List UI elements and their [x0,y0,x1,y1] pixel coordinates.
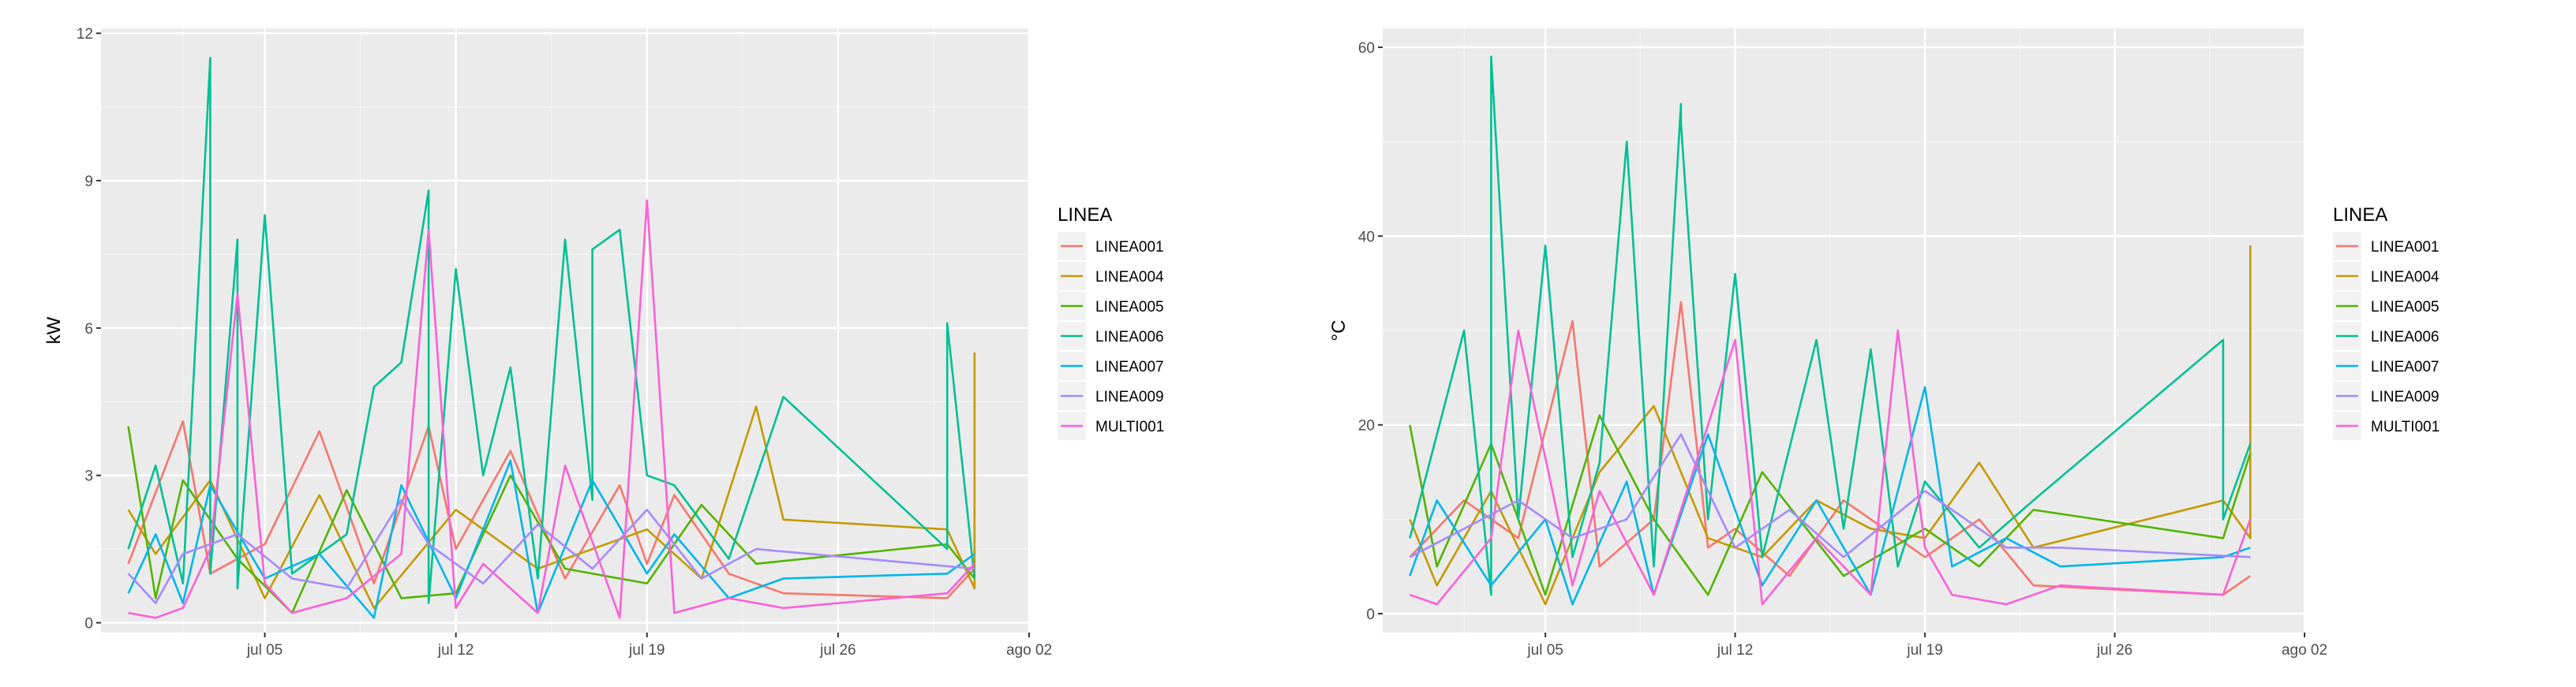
legend-label: MULTI001 [1095,419,1164,435]
x-tick-label: jul 05 [1526,642,1563,659]
y-tick-label: 60 [1358,40,1375,57]
x-tick-label: ago 02 [2282,642,2327,659]
series-line-multi001 [1409,329,2252,606]
temperature-line-chart: 0 20 40 60 jul 05 jul 12 jul 19 jul 26 ago 02 °C L… [1328,28,2439,659]
legend-label: LINEA007 [1095,359,1164,375]
x-tick-label: jul 12 [437,642,474,659]
y-tick-label: 40 [1358,229,1375,245]
series-line-linea009 [127,498,975,604]
legend-label: MULTI001 [2371,419,2439,435]
x-tick-label: jul 26 [819,642,856,659]
y-tick-label: 9 [84,174,93,190]
legend-label: LINEA005 [1095,299,1164,315]
y-tick-label: 0 [1366,607,1375,623]
series-line-linea001 [127,420,975,599]
kw-line-chart: 0 3 6 9 12 jul 05 jul 12 jul 19 jul 26 ago 02 kW LI… [43,26,1164,659]
y-axis-title: kW [43,316,65,344]
x-tick-label: jul 19 [1906,642,1942,659]
legend-label: LINEA007 [2371,359,2439,375]
legend-label: LINEA001 [2371,239,2439,256]
series-line-multi001 [128,199,975,619]
series-line-linea007 [127,459,975,619]
y-tick-label: 3 [84,469,93,485]
legend-label: LINEA009 [2371,389,2439,405]
series-line-linea006 [1409,55,2252,596]
series-line-linea009 [1409,433,2251,558]
x-tick-label: jul 12 [1717,642,1753,659]
x-tick-label: jul 26 [2096,642,2132,659]
series-line-linea005 [127,426,975,614]
y-tick-label: 6 [84,321,93,338]
y-tick-label: 0 [84,616,93,633]
legend-label: LINEA006 [1095,329,1164,345]
legend-label: LINEA004 [1095,269,1164,286]
x-tick-label: jul 05 [246,642,283,659]
y-tick-label: 12 [77,26,93,43]
x-tick-label: ago 02 [1006,642,1052,659]
series-line-linea001 [1409,301,2252,596]
y-axis-title: °C [1328,320,1350,342]
legend-title: LINEA [2333,204,2387,226]
series-line-linea006 [127,57,976,604]
legend-label: LINEA001 [1095,239,1164,256]
legend-label: LINEA009 [1095,389,1164,405]
legend-title: LINEA [1058,204,1112,226]
legend-label: LINEA005 [2371,299,2439,315]
legend-label: LINEA004 [2371,269,2439,286]
y-tick-label: 20 [1358,418,1375,435]
legend-label: LINEA006 [2371,329,2439,345]
x-tick-label: jul 19 [628,642,665,659]
